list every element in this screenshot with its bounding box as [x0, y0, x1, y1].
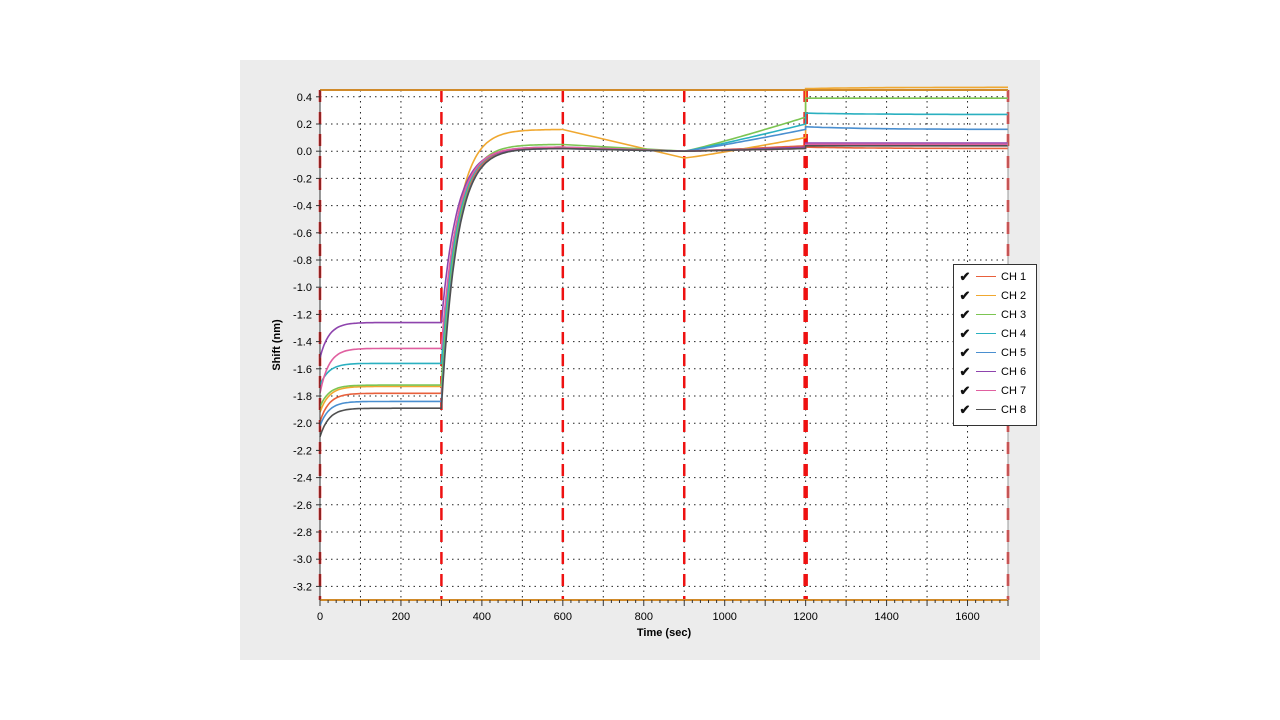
series-lines	[319, 86, 1008, 438]
legend: ✔ CH 1 ✔ CH 2 ✔ CH 3 ✔ CH 4 ✔ CH 5 ✔ CH 6 ✔ CH 7 ✔ CH 8	[953, 264, 1037, 426]
y-tick-label: 0.2	[297, 119, 312, 131]
legend-label: CH 3	[1001, 308, 1027, 321]
y-tick-label: -1.2	[293, 309, 312, 321]
legend-swatch	[976, 314, 996, 315]
y-tick-label: -3.2	[293, 581, 312, 593]
chart-panel: 0.4 0.2 0.0 -0.2 -0.4 -0.6 -0.8 -1.0 -1.2 -1.4 -1.…	[240, 60, 1040, 660]
check-icon[interactable]: ✔	[959, 401, 971, 417]
legend-label: CH 8	[1001, 403, 1027, 416]
legend-swatch	[976, 409, 996, 410]
legend-swatch	[976, 295, 996, 296]
series-line-ch3	[319, 97, 1008, 408]
chart: 0.4 0.2 0.0 -0.2 -0.4 -0.6 -0.8 -1.0 -1.2 -1.4 -1.…	[271, 86, 1010, 639]
check-icon[interactable]: ✔	[959, 363, 971, 379]
legend-item-ch8[interactable]: ✔ CH 8	[954, 400, 1036, 419]
legend-label: CH 7	[1001, 384, 1027, 397]
grid	[320, 90, 1008, 600]
x-tick-label: 1200	[793, 611, 817, 623]
y-tick-label: -2.0	[293, 418, 312, 430]
x-tick-label: 0	[317, 611, 323, 623]
legend-label: CH 6	[1001, 365, 1027, 378]
x-tick-label: 600	[554, 611, 572, 623]
y-tick-label: 0.4	[297, 92, 312, 104]
series-line-ch2	[319, 86, 1008, 413]
y-tick-label: -3.0	[293, 554, 312, 566]
y-tick-label: -1.0	[293, 282, 312, 294]
series-line-ch8	[319, 145, 1008, 438]
legend-item-ch3[interactable]: ✔ CH 3	[954, 305, 1036, 324]
legend-item-ch5[interactable]: ✔ CH 5	[954, 343, 1036, 362]
x-tick-label: 200	[392, 611, 410, 623]
x-tick-label: 1400	[874, 611, 898, 623]
legend-item-ch2[interactable]: ✔ CH 2	[954, 286, 1036, 305]
legend-item-ch1[interactable]: ✔ CH 1	[954, 267, 1036, 286]
legend-swatch	[976, 390, 996, 391]
legend-label: CH 2	[1001, 289, 1027, 302]
series-line-ch7	[319, 143, 1008, 394]
y-tick-label: -1.6	[293, 364, 312, 376]
legend-swatch	[976, 371, 996, 372]
check-icon[interactable]: ✔	[959, 344, 971, 360]
y-axis-ticks: 0.4 0.2 0.0 -0.2 -0.4 -0.6 -0.8 -1.0 -1.2 -1.4 -1.…	[293, 92, 320, 593]
y-tick-label: -0.6	[293, 228, 312, 240]
check-icon[interactable]: ✔	[959, 287, 971, 303]
x-tick-label: 400	[473, 611, 491, 623]
y-tick-label: -2.2	[293, 445, 312, 457]
y-axis-label: Shift (nm)	[271, 319, 283, 371]
x-tick-label: 800	[635, 611, 653, 623]
check-icon[interactable]: ✔	[959, 382, 971, 398]
x-axis-label: Time (sec)	[637, 627, 692, 639]
legend-label: CH 4	[1001, 327, 1027, 340]
y-tick-label: -2.4	[293, 473, 312, 485]
y-tick-label: -0.4	[293, 201, 312, 213]
check-icon[interactable]: ✔	[959, 268, 971, 284]
y-tick-label: -1.8	[293, 391, 312, 403]
legend-item-ch7[interactable]: ✔ CH 7	[954, 381, 1036, 400]
legend-item-ch4[interactable]: ✔ CH 4	[954, 324, 1036, 343]
y-tick-label: -2.6	[293, 500, 312, 512]
legend-swatch	[976, 352, 996, 353]
legend-label: CH 5	[1001, 346, 1027, 359]
plot-area	[320, 90, 1008, 600]
y-tick-label: -0.8	[293, 255, 312, 267]
check-icon[interactable]: ✔	[959, 325, 971, 341]
legend-swatch	[976, 276, 996, 277]
legend-item-ch6[interactable]: ✔ CH 6	[954, 362, 1036, 381]
x-axis-ticks: 0 200 400 600 800 1000 1200 1400 1600	[317, 600, 1009, 623]
y-tick-label: -2.8	[293, 527, 312, 539]
check-icon[interactable]: ✔	[959, 306, 971, 322]
legend-label: CH 1	[1001, 270, 1027, 283]
y-tick-label: 0.0	[297, 146, 312, 158]
x-tick-label: 1600	[955, 611, 979, 623]
legend-swatch	[976, 333, 996, 334]
y-tick-label: -0.2	[293, 173, 312, 185]
y-tick-label: -1.4	[293, 337, 312, 349]
x-tick-label: 1000	[712, 611, 736, 623]
